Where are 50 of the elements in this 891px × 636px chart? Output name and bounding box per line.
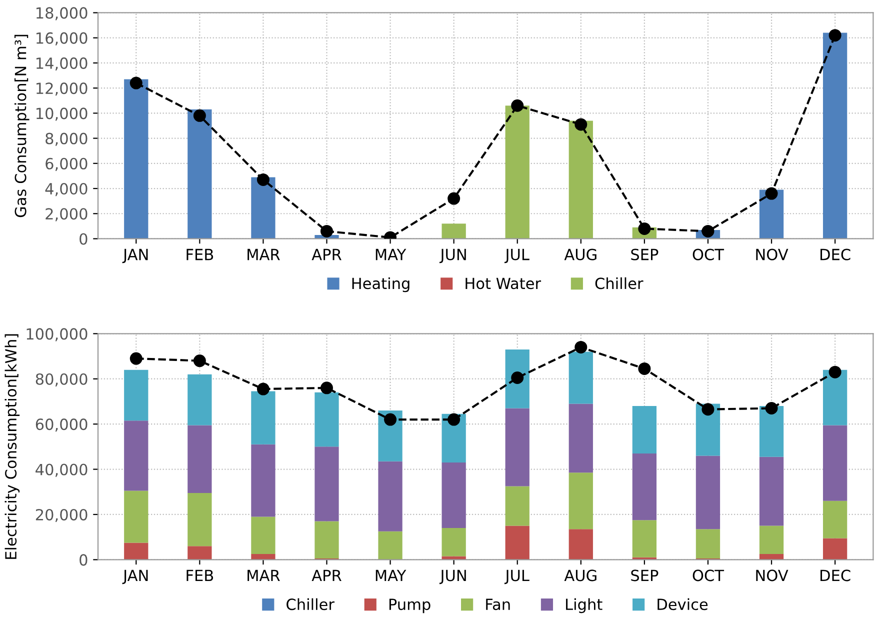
- y-axis-title: Gas Consumption[N m³]: [14, 34, 30, 218]
- y-tick-label: 40,000: [36, 464, 88, 477]
- y-tick-label: 8,000: [46, 132, 88, 146]
- x-tick-label: JUL: [504, 570, 530, 584]
- y-tick-label: 100,000: [26, 328, 88, 342]
- y-tick-label: 18,000: [36, 7, 88, 20]
- x-tick-label: NOV: [756, 248, 788, 260]
- y-tick-label: 20,000: [36, 508, 88, 522]
- y-tick-label: 16,000: [36, 32, 88, 46]
- x-tick-label: SEP: [631, 248, 658, 260]
- y-tick-label: 80,000: [36, 373, 88, 386]
- legend-label: Light: [566, 598, 602, 614]
- y-tick-label: 0: [80, 554, 88, 566]
- y-tick-label: 4,000: [45, 182, 88, 196]
- legend-label: Fan: [486, 598, 510, 610]
- x-tick-label: JAN: [122, 570, 148, 584]
- legend-label: Hot Water: [466, 278, 542, 290]
- x-tick-label: AUG: [564, 570, 596, 582]
- x-tick-label: OCT: [692, 248, 724, 260]
- x-tick-label: JAN: [122, 248, 148, 264]
- legend-label: Device: [658, 598, 708, 610]
- x-tick-label: MAR: [248, 248, 280, 260]
- x-tick-label: JUN: [439, 570, 466, 584]
- y-tick-label: 0: [80, 233, 88, 245]
- x-tick-label: MAR: [248, 570, 280, 582]
- legend-label: Chiller: [286, 598, 334, 610]
- x-tick-label: AUG: [564, 248, 596, 260]
- y-tick-label: 10,000: [36, 108, 88, 121]
- x-tick-label: MAY: [376, 570, 406, 582]
- y-tick-label: 12,000: [36, 82, 88, 96]
- x-tick-label: OCT: [692, 570, 724, 582]
- x-tick-label: APR: [312, 248, 342, 260]
- x-tick-label: JUL: [504, 248, 530, 264]
- x-tick-label: SEP: [631, 570, 658, 582]
- y-tick-label: 2,000: [46, 208, 88, 222]
- x-tick-label: NOV: [756, 570, 788, 582]
- x-tick-label: DEC: [820, 248, 850, 260]
- x-tick-label: JUN: [439, 248, 466, 264]
- x-tick-label: MAY: [376, 248, 406, 260]
- y-tick-label: 60,000: [36, 418, 88, 432]
- x-tick-label: DEC: [820, 570, 850, 582]
- x-tick-label: FEB: [186, 248, 214, 260]
- legend-label: Pump: [389, 598, 430, 614]
- y-axis-title: Electricity Consumption[kWh]: [4, 334, 20, 559]
- y-tick-label: 6,000: [46, 158, 88, 171]
- x-tick-label: APR: [312, 570, 342, 582]
- y-tick-label: 14,000: [36, 57, 88, 71]
- legend-label: Chiller: [595, 277, 644, 290]
- x-tick-label: FEB: [186, 570, 214, 582]
- legend-label: Heating: [352, 277, 410, 292]
